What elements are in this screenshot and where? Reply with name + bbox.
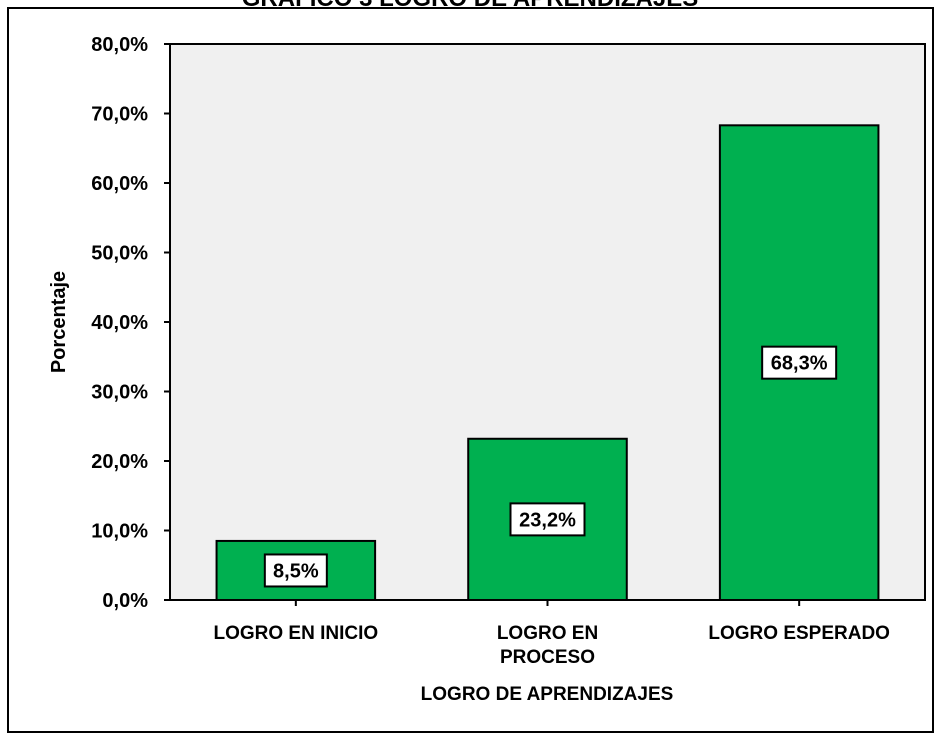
x-axis-label: LOGRO DE APRENDIZAJES [421, 684, 674, 705]
x-tick-label: PROCESO [500, 647, 595, 668]
bar [215, 539, 377, 601]
data-label-box [263, 553, 328, 588]
y-tick-label: 0,0% [102, 590, 148, 612]
y-axis: 0,0% 10,0% 20,0% 30,0% 40,0% 50,0% 60,0% 70,0% 8… [91, 34, 170, 612]
chart-title: GRAFICO 3 LOGRO DE APRENDIZAJES [242, 0, 699, 12]
y-tick-label: 20,0% [91, 451, 148, 473]
data-label: 68,3% [771, 353, 828, 375]
x-tick-label: LOGRO ESPERADO [708, 623, 890, 644]
y-tick-label: 40,0% [91, 312, 148, 334]
y-tick-label: 30,0% [91, 382, 148, 404]
x-tick-label: LOGRO EN [497, 623, 598, 644]
y-axis-label: Porcentaje [48, 271, 70, 373]
data-label-box [761, 345, 838, 380]
bars: 8,5% 23,2% 68,3% [215, 124, 880, 602]
y-tick-label: 70,0% [91, 104, 148, 126]
data-label: 8,5% [273, 560, 319, 582]
data-label: 23,2% [519, 509, 576, 531]
y-tick-label: 80,0% [91, 34, 148, 56]
x-axis: LOGRO EN INICIO LOGRO EN PROCESO LOGRO ESPE… [213, 600, 890, 668]
y-tick-label: 50,0% [91, 243, 148, 265]
y-tick-label: 60,0% [91, 173, 148, 195]
y-tick-label: 10,0% [91, 521, 148, 543]
data-label-box [509, 502, 586, 537]
x-tick-label: LOGRO EN INICIO [213, 623, 378, 644]
